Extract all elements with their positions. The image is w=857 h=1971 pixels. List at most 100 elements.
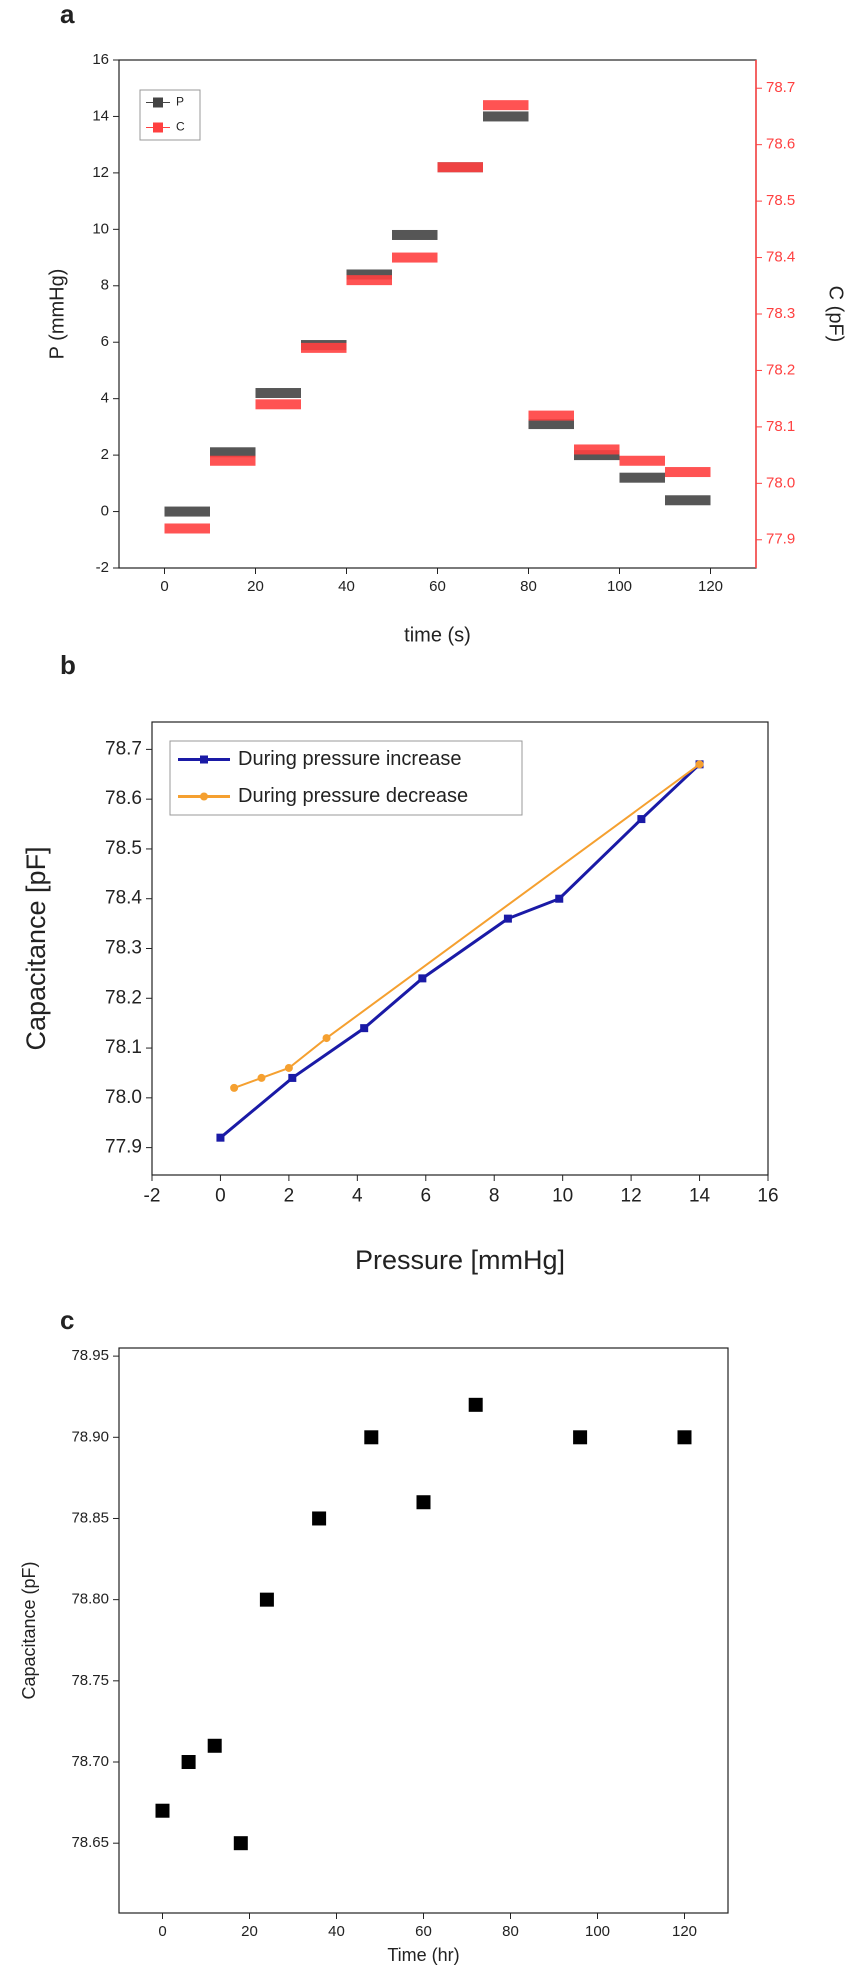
step-segment	[528, 410, 574, 421]
y2-tick-label: 78.7	[766, 79, 795, 96]
x-axis-label: Time (hr)	[387, 1945, 459, 1965]
point	[207, 1738, 222, 1753]
step-segment	[392, 252, 438, 263]
x-tick-label: 4	[352, 1185, 363, 1206]
x-tick-label: 8	[489, 1185, 500, 1206]
point	[573, 1430, 588, 1445]
legend-marker	[200, 792, 208, 801]
y2-tick-label: 78.2	[766, 361, 795, 378]
y-axis-label: Capacitance (pF)	[19, 1561, 39, 1699]
step-segment	[483, 111, 529, 122]
x-tick-label: 0	[160, 578, 168, 595]
legend-label: During pressure increase	[238, 748, 461, 770]
y-tick-label: 78.95	[71, 1347, 109, 1364]
legend-marker	[200, 755, 208, 764]
y2-tick-label: 78.1	[766, 418, 795, 435]
x-tick-label: 40	[338, 578, 355, 595]
step-segment	[164, 523, 210, 534]
legend-box	[169, 740, 523, 816]
point	[468, 1397, 483, 1412]
plot-frame	[118, 1347, 729, 1914]
step-segment	[346, 269, 392, 280]
x-tick-label: 12	[621, 1185, 642, 1206]
step-segment	[255, 399, 301, 410]
y2-tick-label: 77.9	[766, 531, 795, 548]
point	[418, 974, 427, 983]
step-segment	[619, 472, 665, 483]
y-tick-label: 78.75	[71, 1672, 109, 1689]
x-tick-label: 100	[607, 578, 632, 595]
plot-frame	[118, 59, 757, 569]
x-tick-label: 20	[247, 578, 264, 595]
point	[233, 1836, 248, 1851]
step-segment	[392, 229, 438, 240]
x-tick-label: 40	[328, 1923, 345, 1940]
x-tick-label: 10	[552, 1185, 573, 1206]
step-segment	[346, 275, 392, 286]
y-tick-label: 78.3	[105, 938, 142, 959]
step-segment	[574, 444, 620, 455]
point	[257, 1073, 266, 1082]
y-tick-label: 78.1	[105, 1037, 142, 1058]
y-tick-label: -2	[96, 559, 109, 576]
x-tick-label: 6	[420, 1185, 431, 1206]
y-tick-label: 78.4	[105, 888, 142, 909]
y-tick-label: 78.65	[71, 1834, 109, 1851]
y2-tick-label: 78.5	[766, 192, 795, 209]
legend-label: P	[176, 95, 184, 109]
y-tick-label: 77.9	[105, 1137, 142, 1158]
step-segment	[164, 506, 210, 517]
point	[637, 815, 646, 824]
point	[695, 760, 704, 769]
panel-label: c	[60, 1305, 74, 1335]
y2-tick-label: 78.0	[766, 474, 795, 491]
step-segment	[210, 447, 256, 458]
point	[364, 1430, 379, 1445]
step-segment	[619, 455, 665, 466]
x-tick-label: 60	[429, 578, 446, 595]
point	[216, 1133, 225, 1142]
y-tick-label: 14	[92, 107, 109, 124]
x-tick-label: 2	[284, 1185, 295, 1206]
x-tick-label: 100	[585, 1923, 610, 1940]
y-tick-label: 12	[92, 164, 109, 181]
x-axis-label: Pressure [mmHg]	[355, 1245, 565, 1275]
point	[677, 1430, 692, 1445]
legend-label: During pressure decrease	[238, 785, 468, 807]
panel-label: a	[60, 0, 75, 29]
point	[312, 1511, 327, 1526]
y-tick-label: 16	[92, 51, 109, 68]
y2-tick-label: 78.6	[766, 136, 795, 153]
panel-label: b	[60, 650, 76, 680]
y-tick-label: 78.70	[71, 1753, 109, 1770]
y-tick-label: 2	[101, 446, 109, 463]
legend-marker	[153, 122, 163, 133]
point	[555, 894, 564, 903]
y-tick-label: 78.80	[71, 1591, 109, 1608]
y-tick-label: 78.6	[105, 788, 142, 809]
step-segment	[574, 450, 620, 461]
step-segment	[255, 388, 301, 399]
y-tick-label: 6	[101, 333, 109, 350]
point	[360, 1024, 369, 1033]
y-tick-label: 78.2	[105, 987, 142, 1008]
step-segment	[528, 419, 574, 430]
point	[259, 1592, 274, 1607]
x-tick-label: 120	[698, 578, 723, 595]
y2-tick-label: 78.3	[766, 305, 795, 322]
point	[416, 1495, 431, 1510]
x-tick-label: 80	[502, 1923, 519, 1940]
point	[155, 1803, 170, 1818]
y-tick-label: 78.5	[105, 838, 142, 859]
x-tick-label: 0	[215, 1185, 226, 1206]
y2-axis-label: C (pF)	[825, 286, 847, 343]
step-segment	[210, 455, 256, 466]
y-axis-label: P (mmHg)	[46, 269, 68, 360]
step-segment	[665, 495, 711, 506]
legend-marker	[153, 97, 163, 108]
y-tick-label: 0	[101, 503, 109, 520]
point	[284, 1063, 293, 1072]
x-tick-label: 0	[158, 1923, 166, 1940]
step-segment	[437, 162, 483, 173]
